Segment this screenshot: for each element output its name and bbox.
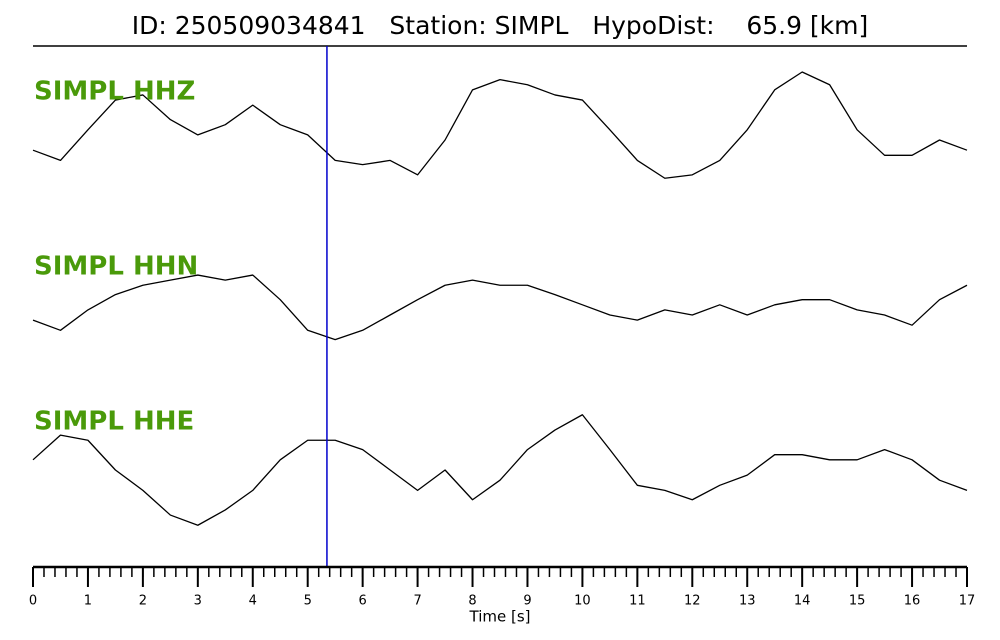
trace-label: SIMPL HHZ [34,77,195,107]
trace-label: SIMPL HHE [34,407,194,437]
x-tick-label: 17 [959,594,976,609]
x-tick-label: 6 [359,594,367,609]
x-tick-label: 8 [468,594,476,609]
x-tick-label: 3 [194,594,202,609]
x-tick-label: 7 [413,594,421,609]
x-tick-label: 4 [249,594,257,609]
x-tick-label: 1 [84,594,92,609]
trace [32,71,968,179]
x-tick-label: 12 [684,594,701,609]
trace-label: SIMPL HHN [34,252,198,282]
x-tick-label: 14 [794,594,811,609]
x-tick-label: 15 [849,594,866,609]
x-tick-label: 11 [629,594,646,609]
x-tick-label: 9 [523,594,531,609]
x-tick-label: 2 [139,594,147,609]
x-tick-label: 13 [739,594,756,609]
x-tick-label: 0 [29,594,37,609]
x-tick-label: 16 [904,594,921,609]
x-tick-label: 5 [304,594,312,609]
x-axis-label: Time [s] [469,608,531,626]
trace [32,274,968,341]
chart-title: ID: 250509034841 Station: SIMPL HypoDist… [132,11,869,40]
trace [32,414,968,526]
x-tick-label: 10 [574,594,591,609]
